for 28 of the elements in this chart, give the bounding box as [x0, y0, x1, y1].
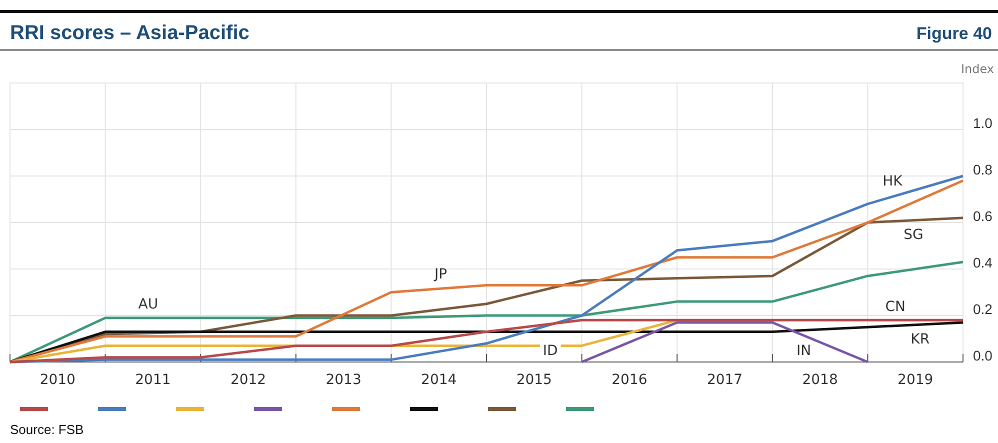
series-label: IN	[796, 343, 812, 360]
series-label: SG	[904, 226, 924, 243]
x-tick-label: 2011	[135, 372, 171, 388]
x-tick-label: 2019	[898, 372, 934, 388]
y-tick-label: 0.8	[973, 162, 993, 178]
series-label: CN	[885, 298, 906, 315]
source-note: Source: FSB	[10, 422, 84, 437]
x-tick-label: 2012	[230, 372, 266, 388]
y-tick-label: 0.4	[973, 254, 993, 271]
x-tick-label: 2015	[516, 372, 552, 388]
series-label: ID	[542, 343, 558, 360]
series-label: HK	[882, 173, 904, 190]
series-label: KR	[910, 331, 930, 348]
x-tick-label: 2017	[706, 372, 743, 388]
x-tick-label: 2018	[802, 372, 838, 388]
chart-title: RRI scores – Asia-Pacific	[10, 22, 250, 44]
y-axis-title: Index	[960, 62, 994, 76]
series-label: AU	[138, 296, 158, 313]
y-tick-label: 1.0	[973, 115, 993, 132]
x-tick-label: 2014	[421, 372, 457, 388]
x-tick-label: 2016	[612, 372, 648, 388]
series-label: JP	[433, 266, 448, 282]
x-tick-label: 2010	[40, 372, 76, 388]
y-tick-label: 0.2	[973, 301, 993, 318]
y-tick-label: 0.0	[973, 348, 993, 364]
x-tick-label: 2013	[326, 372, 362, 388]
y-tick-label: 0.6	[973, 208, 993, 224]
chart-subtitle: Figure 40	[916, 24, 992, 43]
